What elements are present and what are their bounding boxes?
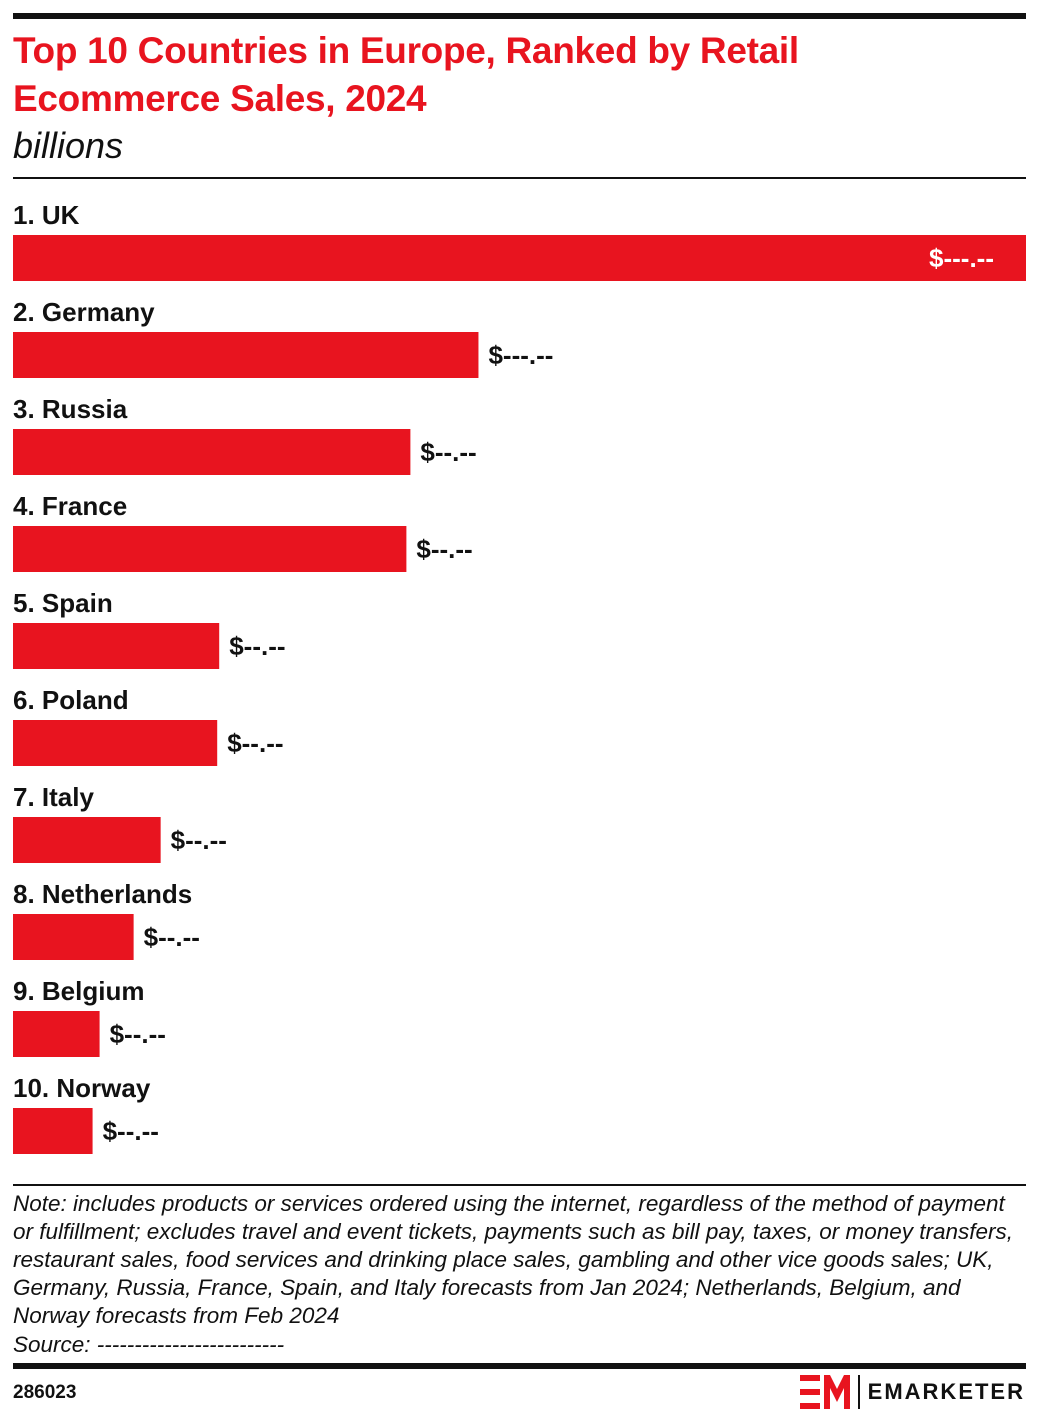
value-label: $--.--: [144, 922, 200, 952]
bar: [13, 817, 161, 863]
category-label: 10. Norway: [13, 1073, 151, 1103]
chart-note: Note: includes products or services orde…: [13, 1191, 1014, 1328]
value-label: $--.--: [416, 534, 472, 564]
category-label: 3. Russia: [13, 394, 128, 424]
chart-id: 286023: [13, 1382, 77, 1403]
bar: [13, 914, 134, 960]
header-divider: [13, 177, 1026, 179]
value-label: $--.--: [110, 1019, 166, 1049]
category-label: 6. Poland: [13, 685, 129, 715]
chart-source: Source: -------------------------: [13, 1332, 285, 1357]
footer-divider: [13, 1184, 1026, 1186]
value-label: $---.--: [488, 340, 553, 370]
category-label: 4. France: [13, 491, 127, 521]
chart-title: Top 10 Countries in Europe, Ranked by Re…: [13, 30, 799, 119]
bar: [13, 332, 479, 378]
category-label: 7. Italy: [13, 782, 94, 812]
brand-name: EMARKETER: [867, 1379, 1025, 1404]
category-label: 1. UK: [13, 200, 80, 230]
value-label: $--.--: [171, 825, 227, 855]
category-label: 8. Netherlands: [13, 879, 192, 909]
bar: [13, 1011, 100, 1057]
bar: [13, 623, 220, 669]
chart-subtitle: billions: [13, 125, 124, 166]
brand-logo: EMARKETER: [799, 1374, 1025, 1410]
bar-chart: 1. UK $---.-- 2. Germany $---.-- 3. Russia $-…: [13, 200, 1026, 1154]
bar: [13, 429, 411, 475]
value-label: $--.--: [420, 437, 476, 467]
brand-separator: [857, 1375, 860, 1409]
value-label: $--.--: [229, 631, 285, 661]
em-logo-icon: [799, 1375, 850, 1409]
top-rule: [13, 13, 1026, 19]
category-label: 9. Belgium: [13, 976, 144, 1006]
value-label: $--.--: [227, 728, 283, 758]
bar: [13, 235, 1026, 281]
value-label: $---.--: [929, 243, 994, 273]
bar: [13, 720, 218, 766]
bar: [13, 526, 407, 572]
bottom-rule: [13, 1363, 1026, 1369]
category-label: 5. Spain: [13, 588, 113, 618]
value-label: $--.--: [103, 1116, 159, 1146]
bar: [13, 1108, 93, 1154]
category-label: 2. Germany: [13, 297, 155, 327]
